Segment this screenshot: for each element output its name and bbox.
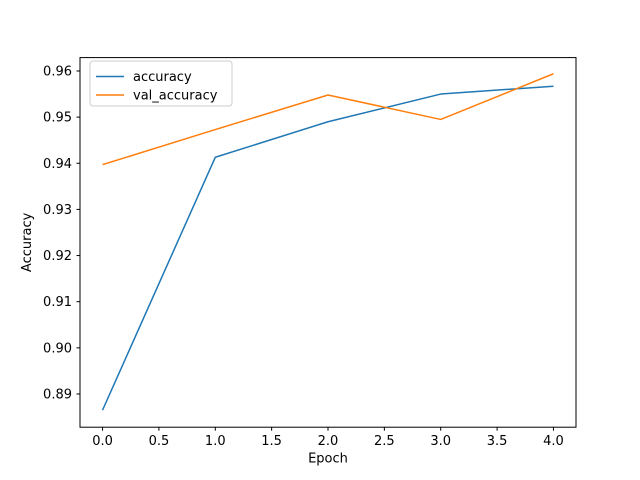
series-line-accuracy bbox=[101, 85, 554, 411]
series-line-val_accuracy bbox=[102, 73, 554, 166]
y-tick-label: 0.96 bbox=[43, 64, 72, 79]
x-tick-label: 3.5 bbox=[487, 434, 508, 449]
x-axis-label: Epoch bbox=[308, 452, 348, 467]
x-tick-label: 4.0 bbox=[543, 434, 564, 449]
x-tick-label: 3.0 bbox=[430, 434, 451, 449]
y-tick-label: 0.94 bbox=[43, 157, 72, 172]
y-tick-label: 0.89 bbox=[43, 387, 72, 402]
y-tick-label: 0.90 bbox=[43, 341, 72, 356]
y-tick-label: 0.93 bbox=[43, 203, 72, 218]
plot-frame bbox=[79, 57, 577, 428]
x-tick-label: 2.0 bbox=[318, 434, 339, 449]
legend-label-val_accuracy: val_accuracy bbox=[133, 89, 218, 104]
y-tick-label: 0.95 bbox=[43, 111, 72, 126]
x-tick-label: 0.0 bbox=[92, 434, 113, 449]
y-axis-label: Accuracy bbox=[20, 212, 35, 272]
y-tick-label: 0.92 bbox=[43, 249, 72, 264]
legend-frame bbox=[89, 60, 233, 107]
x-tick-label: 1.0 bbox=[205, 434, 226, 449]
legend-label-accuracy: accuracy bbox=[133, 70, 192, 85]
y-tick-label: 0.91 bbox=[43, 295, 72, 310]
x-tick-label: 2.5 bbox=[374, 434, 395, 449]
x-tick-label: 1.5 bbox=[261, 434, 282, 449]
x-tick-label: 0.5 bbox=[149, 434, 170, 449]
